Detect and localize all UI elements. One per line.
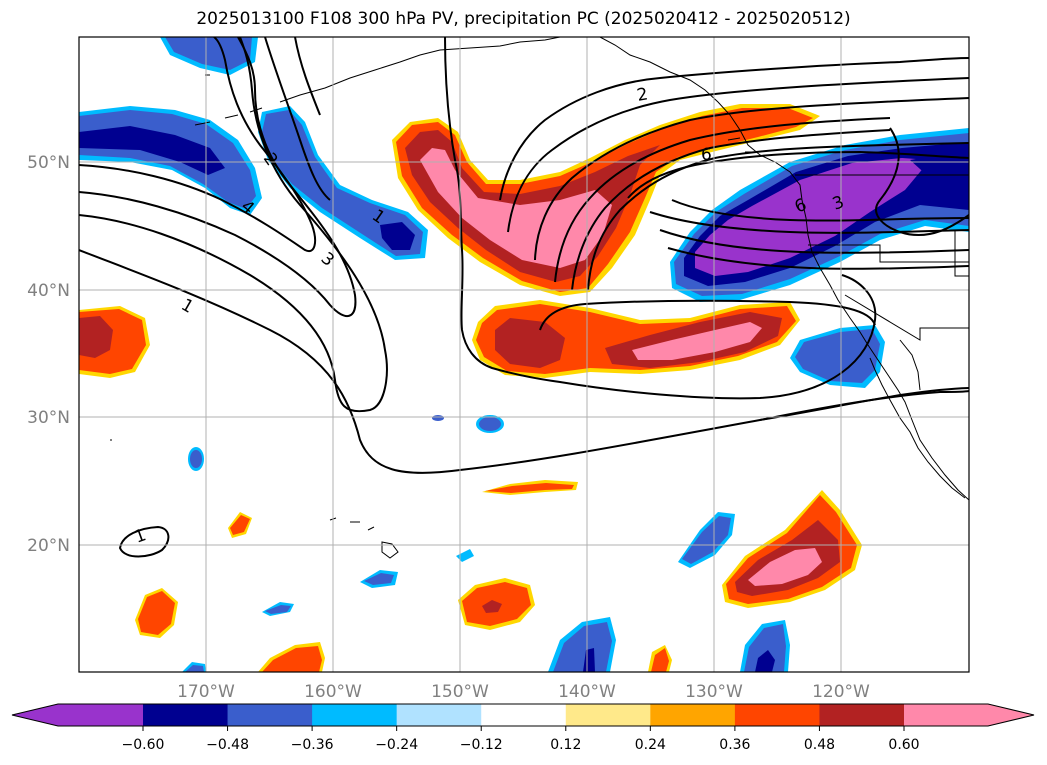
pos-blobs-small xyxy=(135,480,672,672)
colorbar-extend-min xyxy=(12,704,58,726)
neg-blob-nw-top xyxy=(160,37,258,75)
pv-contour-1-trough xyxy=(444,37,877,400)
colorbar-cell xyxy=(904,704,988,726)
pv-contour-2-south-trough xyxy=(649,211,969,234)
lon-label-130w: 130°W xyxy=(685,682,743,702)
coastline-aleutians xyxy=(194,107,263,126)
pos-blob-central-arc xyxy=(392,104,820,296)
pos-blob-southeast xyxy=(722,490,862,608)
contour-label: 6 xyxy=(701,145,712,165)
colorbar-extend-max xyxy=(988,704,1034,726)
pv-contour-4-east xyxy=(554,117,891,283)
colorbar-cell xyxy=(227,704,313,726)
pv-contours xyxy=(79,37,969,558)
map-title: 2025013100 F108 300 hPa PV, precipitatio… xyxy=(196,9,851,29)
graticule xyxy=(79,37,969,672)
pv-contour-6-closing xyxy=(627,150,969,199)
longitude-labels: 170°W 160°W 150°W 140°W 130°W 120°W xyxy=(177,682,870,702)
lon-label-170w: 170°W xyxy=(177,682,235,702)
lon-label-150w: 150°W xyxy=(431,682,489,702)
colorbar-tick-label: −0.24 xyxy=(375,737,418,753)
pv-contour-4-south-trough xyxy=(667,247,969,270)
pv-contour-5-east xyxy=(571,129,891,291)
pv-contour-1-north xyxy=(264,37,331,201)
colorbar-cell xyxy=(312,704,398,726)
colorbar-tick-label: 0.12 xyxy=(550,737,581,753)
pv-contour-east-edge xyxy=(875,127,969,237)
colorbar-ticks: −0.60 −0.48 −0.36 −0.24 −0.12 0.12 0.24 0.36 0.4… xyxy=(122,726,920,753)
border-states-2 xyxy=(844,294,969,341)
colorbar-tick-label: −0.36 xyxy=(291,737,334,753)
contour-label: 2 xyxy=(635,84,649,106)
lon-label-160w: 160°W xyxy=(304,682,362,702)
neg-blob-baja xyxy=(790,325,885,388)
pv-contour-2-east xyxy=(507,77,969,233)
lat-label-30n: 30°N xyxy=(27,408,70,428)
colorbar-cell xyxy=(650,704,736,726)
lon-label-140w: 140°W xyxy=(558,682,616,702)
neg-blob-nw-band xyxy=(79,106,262,215)
colorbar-tick-label: 0.24 xyxy=(635,737,666,753)
pv-contour-5-south-trough xyxy=(671,199,969,222)
colorbar-outline xyxy=(11,703,1035,727)
colorbar-cell xyxy=(734,704,820,726)
colorbar-cell xyxy=(565,704,651,726)
coastline-islands xyxy=(110,74,752,441)
pos-blob-west-edge xyxy=(79,306,150,378)
colorbar-tick-label: −0.60 xyxy=(122,737,165,753)
colorbar: −0.60 −0.48 −0.36 −0.24 −0.12 0.12 0.24 0.36 0.4… xyxy=(11,703,1035,753)
colorbar-cell xyxy=(481,704,567,726)
colorbar-tick-label: −0.12 xyxy=(460,737,503,753)
pv-contour-2-trough xyxy=(499,57,969,201)
colorbar-cell xyxy=(143,704,229,726)
pv-contour-3-south-trough xyxy=(659,229,969,254)
colorbar-cell xyxy=(819,704,905,726)
lon-label-120w: 120°W xyxy=(812,682,870,702)
map-frame xyxy=(78,36,970,673)
pv-contour-2-north xyxy=(294,37,321,116)
neg-blobs-small xyxy=(182,415,790,672)
pos-blob-central-band xyxy=(472,300,800,378)
colorbar-cell xyxy=(58,704,143,726)
lat-label-50n: 50°N xyxy=(27,153,70,173)
pv-contour-1-south-trough xyxy=(539,299,876,331)
lat-label-40n: 40°N xyxy=(27,281,70,301)
coastline-mexico-west xyxy=(899,339,921,391)
coastline-baja xyxy=(869,357,966,499)
latitude-labels: 50°N 40°N 30°N 20°N xyxy=(27,153,70,556)
colorbar-cells xyxy=(58,704,988,726)
pv-contour-3-east xyxy=(534,97,969,261)
pv-contour-3-west xyxy=(79,37,357,317)
colorbar-tick-label: 0.60 xyxy=(888,737,919,753)
colorbar-tick-label: 0.36 xyxy=(719,737,750,753)
pv-contour-1-south-loop xyxy=(118,525,170,558)
colorbar-cell xyxy=(396,704,482,726)
colorbar-tick-label: −0.48 xyxy=(206,737,249,753)
coastline-alaska xyxy=(279,37,561,103)
pv-contour-1-east-south xyxy=(759,390,969,421)
pv-contour-1-west xyxy=(79,37,388,413)
coastline-gulf-of-alaska xyxy=(599,37,969,501)
border-states-1 xyxy=(808,244,969,263)
border-states-3 xyxy=(954,229,969,277)
colorbar-tick-label: 0.48 xyxy=(804,737,835,753)
lat-label-20n: 20°N xyxy=(27,536,70,556)
pv-contour-4-west xyxy=(79,37,317,253)
